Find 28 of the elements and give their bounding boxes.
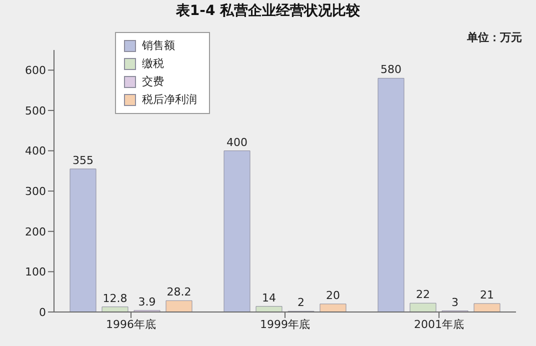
data-label: 12.8 [102,292,128,305]
y-tick-label: 600 [25,64,46,78]
chart-title: 表1-4 私营企业经营状况比较 [174,2,362,20]
legend-label: 交费 [142,74,164,90]
data-label: 3.9 [138,295,156,308]
legend-label: 税后净利润 [142,92,197,108]
data-label: 355 [72,154,94,167]
data-label: 2 [298,296,304,310]
y-tick-label: 400 [25,144,46,158]
y-tick-label: 100 [25,266,46,279]
data-label: 3 [452,296,458,309]
data-label: 22 [416,288,430,302]
legend-label: 缴税 [142,56,164,72]
data-label: 400 [226,136,248,149]
x-tick-label: 1999年底 [260,318,310,331]
x-tick-label: 1996年底 [106,318,156,331]
y-tick-label: 200 [25,225,46,238]
y-tick-label: 300 [25,184,46,198]
data-label: 14 [262,291,276,304]
data-label: 21 [480,288,494,302]
data-label: 28.2 [166,286,192,299]
data-label: 20 [326,288,340,302]
y-tick-label: 0 [39,306,46,319]
legend-label: 销售额 [142,38,175,54]
y-tick-label: 500 [25,104,46,118]
x-tick-label: 2001年底 [414,318,464,331]
text: 单位：万元 [467,30,522,45]
data-label: 580 [380,63,402,76]
